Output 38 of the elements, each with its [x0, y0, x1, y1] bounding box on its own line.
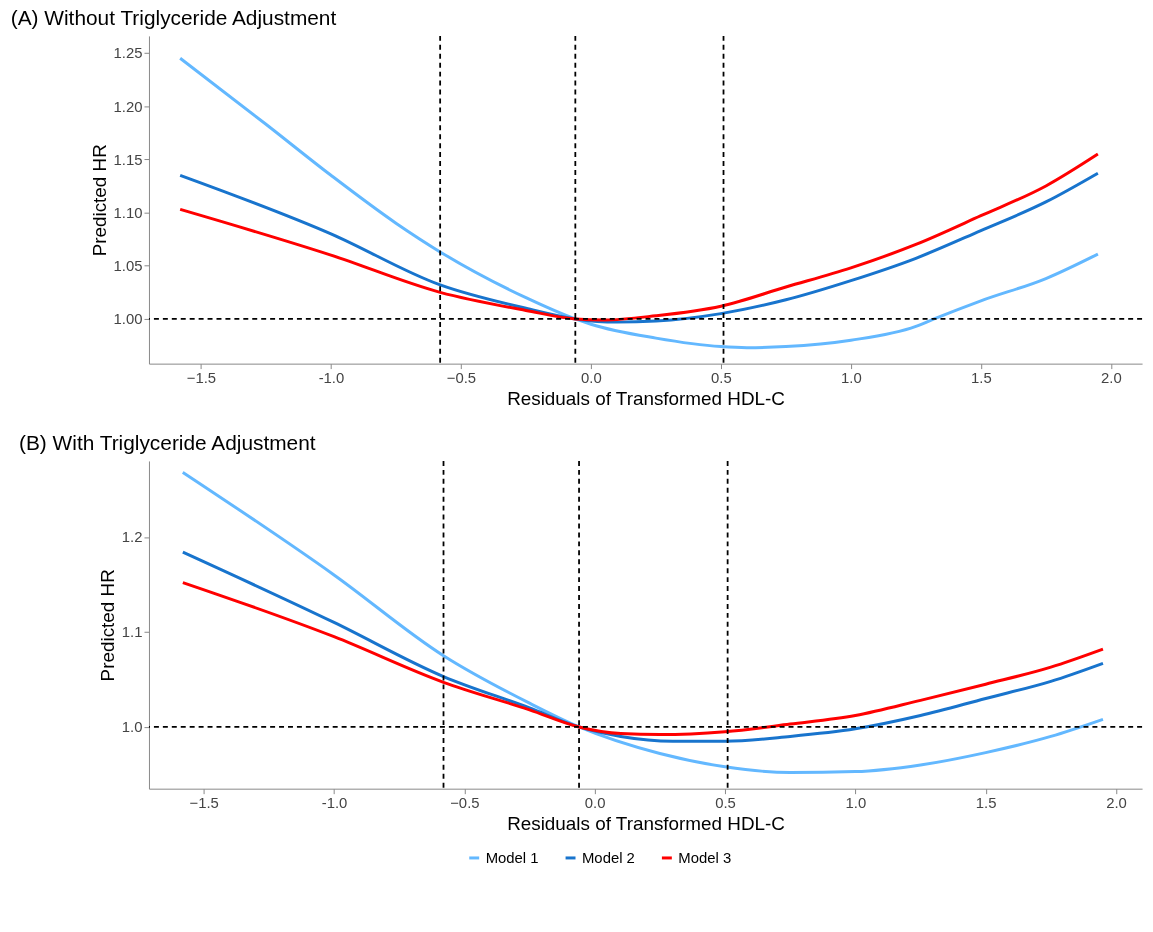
- legend-label: Model 2: [581, 849, 635, 866]
- y-axis-title: Predicted HR: [96, 569, 118, 682]
- line-series: [178, 56, 1100, 350]
- x-axis-title: Residuals of Transformed HDL-C: [507, 387, 785, 409]
- line-series: [181, 550, 1105, 743]
- x-tick-label: 0.5: [711, 370, 732, 386]
- x-tick-label: 0.0: [581, 370, 602, 386]
- x-tick-label: -1.0: [321, 795, 348, 812]
- y-tick-label: 1.15: [113, 151, 143, 168]
- x-tick-label: −1.5: [186, 370, 217, 386]
- y-tick-label: 1.00: [113, 311, 143, 328]
- y-tick-label: 1.2: [121, 529, 143, 546]
- x-tick-label: −0.5: [450, 795, 480, 812]
- line-series: [181, 581, 1105, 737]
- x-tick-label: 0.0: [584, 795, 606, 812]
- y-axis-title: Predicted HR: [88, 144, 110, 257]
- x-tick-label: -1.0: [318, 370, 345, 386]
- x-tick-label: −1.5: [189, 795, 219, 812]
- y-tick-label: 1.25: [113, 45, 143, 62]
- x-tick-label: 2.0: [1101, 370, 1122, 386]
- x-tick-label: 1.0: [841, 370, 862, 386]
- y-tick-label: 1.20: [113, 98, 143, 115]
- legend-label: Model 3: [678, 849, 732, 866]
- y-tick-label: 1.10: [113, 205, 143, 221]
- x-tick-label: 1.5: [971, 370, 992, 386]
- y-tick-label: 1.05: [113, 258, 143, 275]
- y-tick-label: 1.1: [121, 624, 143, 641]
- x-tick-label: 2.0: [1106, 795, 1127, 812]
- chart-title: (A) Without Triglyceride Adjustment: [10, 6, 337, 30]
- x-tick-label: 1.0: [845, 795, 867, 812]
- x-tick-label: 1.5: [975, 795, 997, 812]
- y-tick-label: 1.0: [121, 719, 143, 736]
- x-tick-label: 0.5: [715, 795, 736, 812]
- chart-title: (B) With Triglyceride Adjustment: [19, 431, 316, 455]
- x-tick-label: −0.5: [446, 370, 477, 386]
- x-axis-title: Residuals of Transformed HDL-C: [507, 812, 785, 834]
- legend-label: Model 1: [485, 849, 539, 866]
- line-series: [181, 470, 1105, 775]
